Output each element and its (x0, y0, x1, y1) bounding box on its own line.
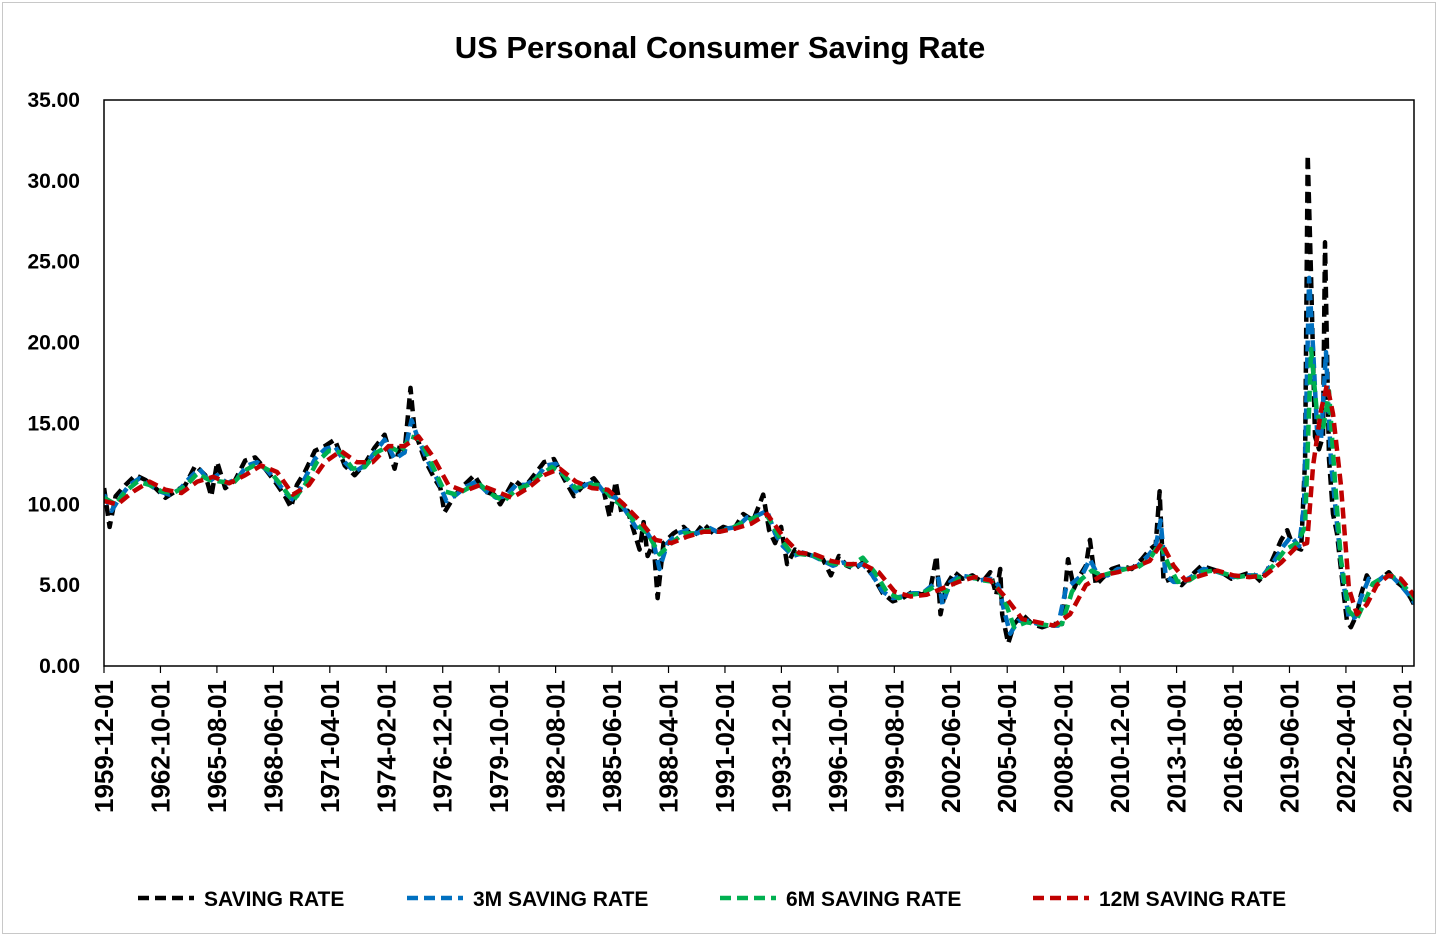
legend: SAVING RATE 3M SAVING RATE 6M SAVING RATE 1… (138, 888, 1286, 911)
x-tick-label: 1988-04-01 (654, 680, 684, 813)
y-tick-label: 20.00 (27, 332, 80, 355)
series-line-3 (104, 382, 1414, 628)
series-line-1 (104, 275, 1414, 636)
x-tick-label: 1982-08-01 (541, 680, 571, 813)
y-tick-label: 35.00 (27, 89, 80, 112)
x-tick-label: 2013-10-01 (1162, 680, 1192, 813)
y-tick-label: 0.00 (39, 655, 80, 678)
x-tick-label: 1962-10-01 (145, 680, 175, 813)
plot-area-border (103, 99, 1415, 667)
x-tick-label: 1993-12-01 (766, 680, 796, 813)
x-tick-label: 2002-06-01 (936, 680, 966, 813)
x-tick-label: 2010-12-01 (1105, 680, 1135, 813)
y-tick-label: 15.00 (27, 412, 80, 435)
x-tick-label: 2022-04-01 (1331, 680, 1361, 813)
y-tick-label: 25.00 (27, 251, 80, 274)
x-tick-label: 1974-02-01 (371, 680, 401, 813)
chart-title: US Personal Consumer Saving Rate (455, 30, 986, 65)
y-axis-ticks: 0.00 5.00 10.00 15.00 20.00 25.00 30.00 35.00 (27, 89, 80, 678)
x-tick-label: 1971-04-01 (315, 680, 345, 813)
x-tick-label: 2016-08-01 (1218, 680, 1248, 813)
series-layer (104, 152, 1414, 646)
x-tick-label: 2025-02-01 (1387, 680, 1417, 813)
legend-label-1: 3M SAVING RATE (473, 888, 648, 911)
x-tick-label: 1996-10-01 (823, 680, 853, 813)
y-tick-label: 10.00 (27, 493, 80, 516)
y-tick-label: 5.00 (39, 574, 80, 597)
x-axis-ticks: 1959-12-01 1962-10-01 1965-08-01 1968-06-01… (89, 666, 1417, 813)
x-tick-label: 1959-12-01 (89, 680, 119, 813)
x-tick-label: 1965-08-01 (202, 680, 232, 813)
x-tick-label: 1999-08-01 (879, 680, 909, 813)
x-tick-label: 2005-04-01 (992, 680, 1022, 813)
x-tick-label: 1968-06-01 (258, 680, 288, 813)
x-tick-label: 1985-06-01 (597, 680, 627, 813)
x-tick-label: 1979-10-01 (484, 680, 514, 813)
x-tick-label: 2019-06-01 (1274, 680, 1304, 813)
y-tick-label: 30.00 (27, 170, 80, 193)
x-tick-label: 2008-02-01 (1049, 680, 1079, 813)
legend-label-0: SAVING RATE (204, 888, 344, 911)
x-tick-label: 1991-02-01 (710, 680, 740, 813)
legend-label-2: 6M SAVING RATE (786, 888, 961, 911)
legend-label-3: 12M SAVING RATE (1099, 888, 1286, 911)
x-tick-label: 1976-12-01 (428, 680, 458, 813)
